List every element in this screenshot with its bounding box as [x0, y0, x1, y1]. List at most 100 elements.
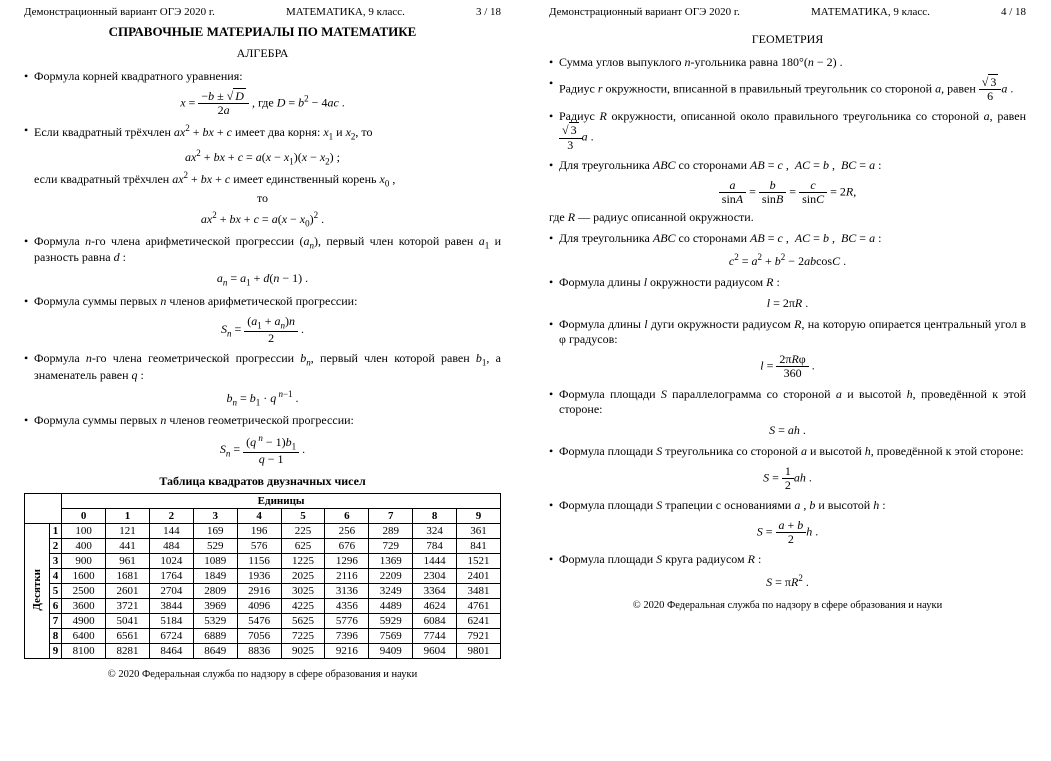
- table-cell: 2601: [106, 584, 150, 599]
- table-caption: Таблица квадратов двузначных чисел: [24, 474, 501, 489]
- alg-item-1: • Формула корней квадратного уравнения:: [24, 69, 501, 84]
- col-header: 7: [369, 509, 413, 524]
- title-geo: ГЕОМЕТРИЯ: [549, 32, 1026, 47]
- row-header: 8: [49, 629, 61, 644]
- geo-item-7: • Формула длины l дуги окружности радиус…: [549, 317, 1026, 347]
- table-cell: 5625: [281, 614, 325, 629]
- row-header: 9: [49, 644, 61, 659]
- table-cell: 3969: [193, 599, 237, 614]
- table-cell: 1521: [457, 554, 501, 569]
- table-cell: 361: [457, 524, 501, 539]
- col-header: 9: [457, 509, 501, 524]
- table-cell: 2116: [325, 569, 369, 584]
- formula-geom-term: bn = b1 · q n−1 .: [24, 389, 501, 407]
- geo-item-8: • Формула площади S параллелограмма со с…: [549, 387, 1026, 417]
- formula-par-area: S = ah .: [549, 423, 1026, 438]
- table-cell: 2500: [62, 584, 106, 599]
- hdr-subject: МАТЕМАТИКА, 9 класс.: [215, 6, 476, 18]
- table-cell: 5476: [237, 614, 281, 629]
- col-header: 3: [193, 509, 237, 524]
- formula-arith-term: an = a1 + d(n − 1) .: [24, 271, 501, 287]
- table-cell: 324: [413, 524, 457, 539]
- table-cell: 100: [62, 524, 106, 539]
- table-cell: 9604: [413, 644, 457, 659]
- table-cell: 6889: [193, 629, 237, 644]
- table-cell: 8836: [237, 644, 281, 659]
- table-cell: 4489: [369, 599, 413, 614]
- table-cell: 1849: [193, 569, 237, 584]
- table-cell: 9216: [325, 644, 369, 659]
- table-cell: 144: [149, 524, 193, 539]
- table-cell: 3025: [281, 584, 325, 599]
- table-cell: 121: [106, 524, 150, 539]
- formula-cos-rule: c2 = a2 + b2 − 2abcosC .: [549, 252, 1026, 269]
- table-cell: 196: [237, 524, 281, 539]
- table-cell: 961: [106, 554, 150, 569]
- table-cell: 6724: [149, 629, 193, 644]
- hdr-variant: Демонстрационный вариант ОГЭ 2020 г.: [24, 6, 215, 18]
- table-cell: 3136: [325, 584, 369, 599]
- geo-item-4b: где R — радиус описанной окружности.: [549, 210, 1026, 225]
- alg-item-2: • Если квадратный трёхчлен ax2 + bx + c …: [24, 123, 501, 141]
- page-3: Демонстрационный вариант ОГЭ 2020 г. МАТ…: [0, 0, 525, 690]
- table-cell: 7921: [457, 629, 501, 644]
- formula-sine-rule: asinA = bsinB = csinC = 2R,: [549, 179, 1026, 206]
- alg-item-6: • Формула суммы первых n членов геометри…: [24, 413, 501, 428]
- geo-item-3: • Радиус R окружности, описанной около п…: [549, 109, 1026, 151]
- table-cell: 4900: [62, 614, 106, 629]
- table-cell: 7225: [281, 629, 325, 644]
- header-4: Демонстрационный вариант ОГЭ 2020 г. МАТ…: [549, 6, 1026, 18]
- table-cell: 3600: [62, 599, 106, 614]
- table-cell: 4356: [325, 599, 369, 614]
- table-cell: 169: [193, 524, 237, 539]
- alg-item-4: • Формула суммы первых n членов арифмети…: [24, 294, 501, 309]
- hdr-page-4: 4 / 18: [1001, 6, 1026, 18]
- footer-4: © 2020 Федеральная служба по надзору в с…: [549, 600, 1026, 611]
- col-header: 8: [413, 509, 457, 524]
- row-header: 4: [49, 569, 61, 584]
- table-cell: 2916: [237, 584, 281, 599]
- table-cell: 8281: [106, 644, 150, 659]
- squares-table: Единицы 0123456789 Десятки11001211441691…: [24, 493, 501, 659]
- table-cell: 9025: [281, 644, 325, 659]
- table-cell: 3844: [149, 599, 193, 614]
- formula-circ-len: l = 2πR .: [549, 296, 1026, 311]
- formula-quadratic-roots: x = −b ± D2a , где D = b2 − 4ac .: [24, 90, 501, 117]
- table-cell: 225: [281, 524, 325, 539]
- table-cell: 5929: [369, 614, 413, 629]
- title-alg: АЛГЕБРА: [24, 46, 501, 61]
- hdr-page: 3 / 18: [476, 6, 501, 18]
- table-cell: 8649: [193, 644, 237, 659]
- col-header: 2: [149, 509, 193, 524]
- table-cell: 1764: [149, 569, 193, 584]
- table-cell: 7056: [237, 629, 281, 644]
- table-cell: 484: [149, 539, 193, 554]
- table-cell: 1444: [413, 554, 457, 569]
- table-cell: 4096: [237, 599, 281, 614]
- table-cell: 5329: [193, 614, 237, 629]
- table-cell: 5184: [149, 614, 193, 629]
- table-cell: 400: [62, 539, 106, 554]
- geo-item-10: • Формула площади S трапеции с основания…: [549, 498, 1026, 513]
- table-cell: 4624: [413, 599, 457, 614]
- table-cell: 3481: [457, 584, 501, 599]
- table-cell: 2704: [149, 584, 193, 599]
- row-header: 3: [49, 554, 61, 569]
- table-cell: 289: [369, 524, 413, 539]
- table-cell: 576: [237, 539, 281, 554]
- table-cell: 9409: [369, 644, 413, 659]
- table-cell: 9801: [457, 644, 501, 659]
- formula-circ-area: S = πR2 .: [549, 573, 1026, 590]
- table-cell: 4761: [457, 599, 501, 614]
- alg-item-5: • Формула n-го члена геометрической прог…: [24, 351, 501, 382]
- table-cell: 1024: [149, 554, 193, 569]
- formula-tri-area: S = 12ah .: [549, 465, 1026, 492]
- row-header: 5: [49, 584, 61, 599]
- header-3: Демонстрационный вариант ОГЭ 2020 г. МАТ…: [24, 6, 501, 18]
- formula-one-root: ax2 + bx + c = a(x − x0)2 .: [24, 210, 501, 228]
- table-cell: 1936: [237, 569, 281, 584]
- table-cell: 900: [62, 554, 106, 569]
- formula-two-roots: ax2 + bx + c = a(x − x1)(x − x2) ;: [24, 148, 501, 166]
- formula-arith-sum: Sn = (a1 + an)n2 .: [24, 315, 501, 345]
- table-cell: 256: [325, 524, 369, 539]
